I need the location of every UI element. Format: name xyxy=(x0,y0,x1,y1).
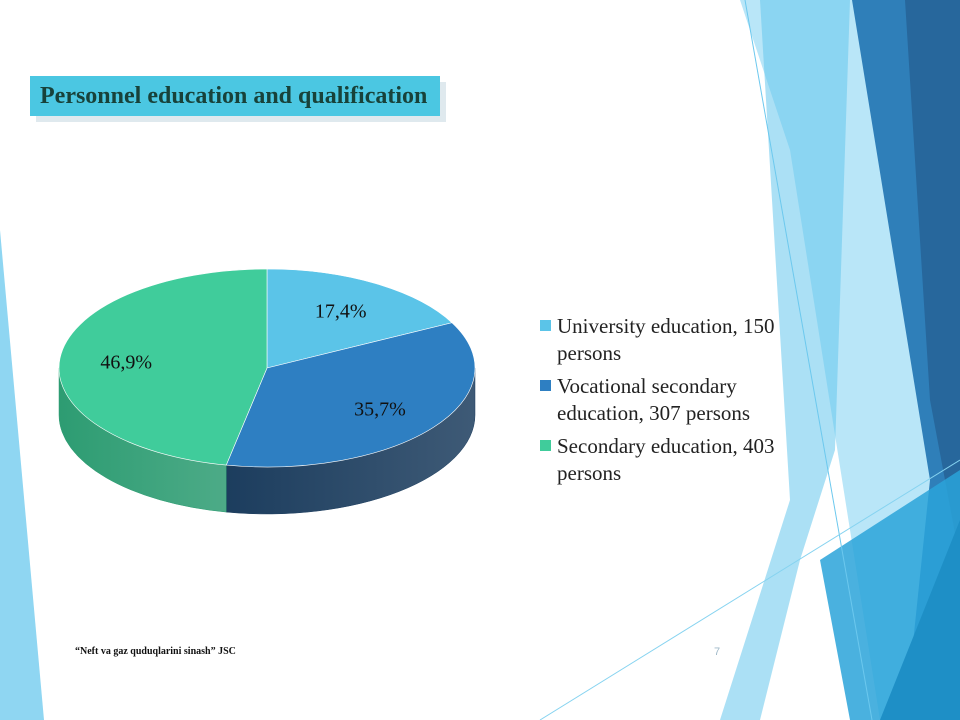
right-accent-overlay xyxy=(720,0,850,720)
legend-label-3: Secondary education, 403 persons xyxy=(557,434,775,485)
page-number: 7 xyxy=(714,646,721,658)
pie-label-2: 35,7% xyxy=(354,399,406,421)
pie-label-1: 17,4% xyxy=(315,301,367,323)
pie-slice-1 xyxy=(266,268,453,369)
legend-swatch-1 xyxy=(540,320,551,331)
deco-line-2 xyxy=(539,459,960,720)
legend-label-2: Vocational secondary education, 307 pers… xyxy=(557,374,751,425)
legend-swatch-3 xyxy=(540,440,551,451)
slide-title-box: Personnel education and qualification xyxy=(30,76,441,116)
bottom-right-accent-dark xyxy=(880,520,960,720)
footer-company: “Neft va gaz quduqlarini sinash” JSC xyxy=(75,646,236,657)
deco-line-1 xyxy=(744,0,873,720)
legend-item-3: Secondary education, 403 persons xyxy=(540,433,800,487)
legend-swatch-2 xyxy=(540,380,551,391)
right-accent-dark xyxy=(905,0,960,560)
pie-slice-3 xyxy=(58,268,268,466)
left-accent-shape xyxy=(0,230,44,720)
chart-legend: University education, 150 persons Vocatio… xyxy=(540,313,800,493)
legend-item-1: University education, 150 persons xyxy=(540,313,800,367)
legend-label-1: University education, 150 persons xyxy=(557,314,775,365)
legend-item-2: Vocational secondary education, 307 pers… xyxy=(540,373,800,427)
pie-label-3: 46,9% xyxy=(100,351,152,373)
pie-slice-2 xyxy=(225,322,476,468)
slide-title: Personnel education and qualification xyxy=(40,82,428,109)
